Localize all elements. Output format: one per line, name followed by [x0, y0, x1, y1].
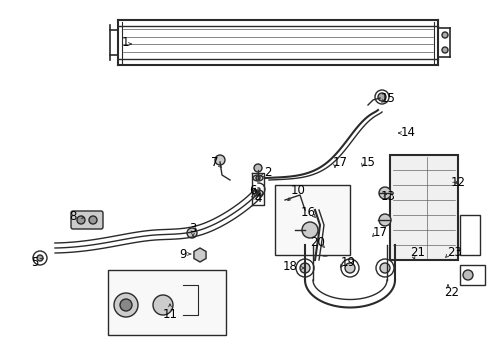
Circle shape: [442, 32, 448, 38]
Bar: [275, 185, 350, 255]
Text: 17: 17: [333, 156, 347, 168]
Circle shape: [114, 293, 138, 317]
Bar: [108, 270, 226, 335]
Text: 9: 9: [179, 248, 187, 261]
Circle shape: [215, 155, 225, 165]
Text: 12: 12: [450, 176, 465, 189]
Text: 20: 20: [311, 235, 325, 248]
Circle shape: [442, 47, 448, 53]
Circle shape: [153, 295, 173, 315]
Circle shape: [256, 176, 260, 180]
Text: 15: 15: [361, 156, 375, 168]
Text: 19: 19: [341, 256, 356, 270]
Bar: [460, 215, 480, 255]
Circle shape: [37, 255, 43, 261]
Circle shape: [254, 164, 262, 172]
Text: 23: 23: [447, 246, 463, 258]
Circle shape: [345, 263, 355, 273]
Circle shape: [187, 228, 197, 238]
Text: 8: 8: [69, 210, 77, 222]
Circle shape: [120, 299, 132, 311]
Circle shape: [256, 191, 260, 195]
Circle shape: [380, 263, 390, 273]
Text: 11: 11: [163, 309, 177, 321]
Circle shape: [89, 216, 97, 224]
Ellipse shape: [253, 190, 263, 196]
Circle shape: [300, 263, 310, 273]
FancyBboxPatch shape: [71, 211, 103, 229]
Bar: [390, 155, 458, 260]
Text: 3: 3: [189, 221, 196, 234]
Circle shape: [77, 216, 85, 224]
Circle shape: [379, 214, 391, 226]
Text: 13: 13: [381, 190, 395, 203]
Circle shape: [302, 222, 318, 238]
Text: 14: 14: [400, 126, 416, 139]
Text: 21: 21: [411, 247, 425, 260]
Text: 1: 1: [121, 36, 129, 49]
Text: 7: 7: [211, 156, 219, 168]
Text: 6: 6: [249, 184, 257, 197]
Text: 5: 5: [31, 256, 39, 270]
Text: 22: 22: [444, 285, 460, 298]
Text: 15: 15: [381, 91, 395, 104]
Circle shape: [463, 270, 473, 280]
Text: 18: 18: [283, 261, 297, 274]
Bar: [460, 265, 485, 285]
Circle shape: [378, 93, 386, 101]
Circle shape: [379, 187, 391, 199]
Text: 2: 2: [264, 166, 272, 180]
Text: 17: 17: [372, 225, 388, 238]
Ellipse shape: [253, 175, 263, 181]
Text: 10: 10: [291, 184, 305, 197]
Text: 16: 16: [300, 206, 316, 219]
Text: 4: 4: [254, 193, 262, 206]
